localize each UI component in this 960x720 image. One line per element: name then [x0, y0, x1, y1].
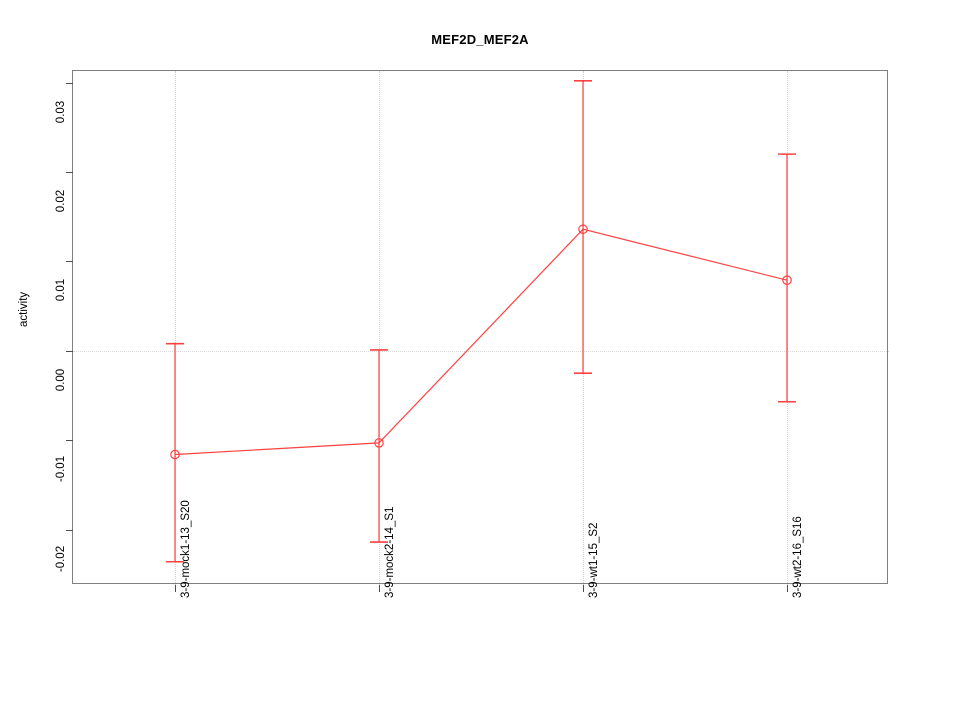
- data-point-marker: [170, 449, 180, 460]
- y-axis-tick: [66, 440, 73, 442]
- x-axis-tick: [379, 585, 380, 592]
- y-axis-tick: [66, 172, 73, 173]
- error-bar: [574, 80, 592, 374]
- data-point-marker: [578, 224, 588, 235]
- series-line: [174, 228, 788, 456]
- y-axis-title: activity: [18, 291, 30, 327]
- data-point-marker: [782, 275, 792, 285]
- y-axis-tick: [66, 82, 73, 84]
- plot-inner: -0.02 -0.01 0.00 0.01 0.02 0.03 3-9-mock1-13_S…: [55, 71, 889, 598]
- x-axis-tick: [583, 585, 584, 592]
- zero-gridline: [73, 350, 889, 352]
- error-bar: [370, 349, 388, 543]
- vertical-gridline: [379, 71, 380, 585]
- data-point-marker: [374, 438, 384, 448]
- x-axis-tick: [175, 585, 176, 592]
- y-axis-tick: [66, 261, 73, 263]
- x-axis-tick: [787, 585, 788, 592]
- vertical-gridline: [175, 71, 176, 585]
- y-axis-tick: [66, 350, 73, 352]
- error-bar: [166, 342, 184, 563]
- error-bar: [778, 153, 796, 403]
- chart-title: MEF2D_MEF2A: [431, 32, 529, 47]
- plot-area: -0.02 -0.01 0.00 0.01 0.02 0.03 3-9-mock1-13_S…: [55, 70, 889, 598]
- data-series-layer: [166, 80, 796, 563]
- y-axis-tick: [66, 529, 73, 531]
